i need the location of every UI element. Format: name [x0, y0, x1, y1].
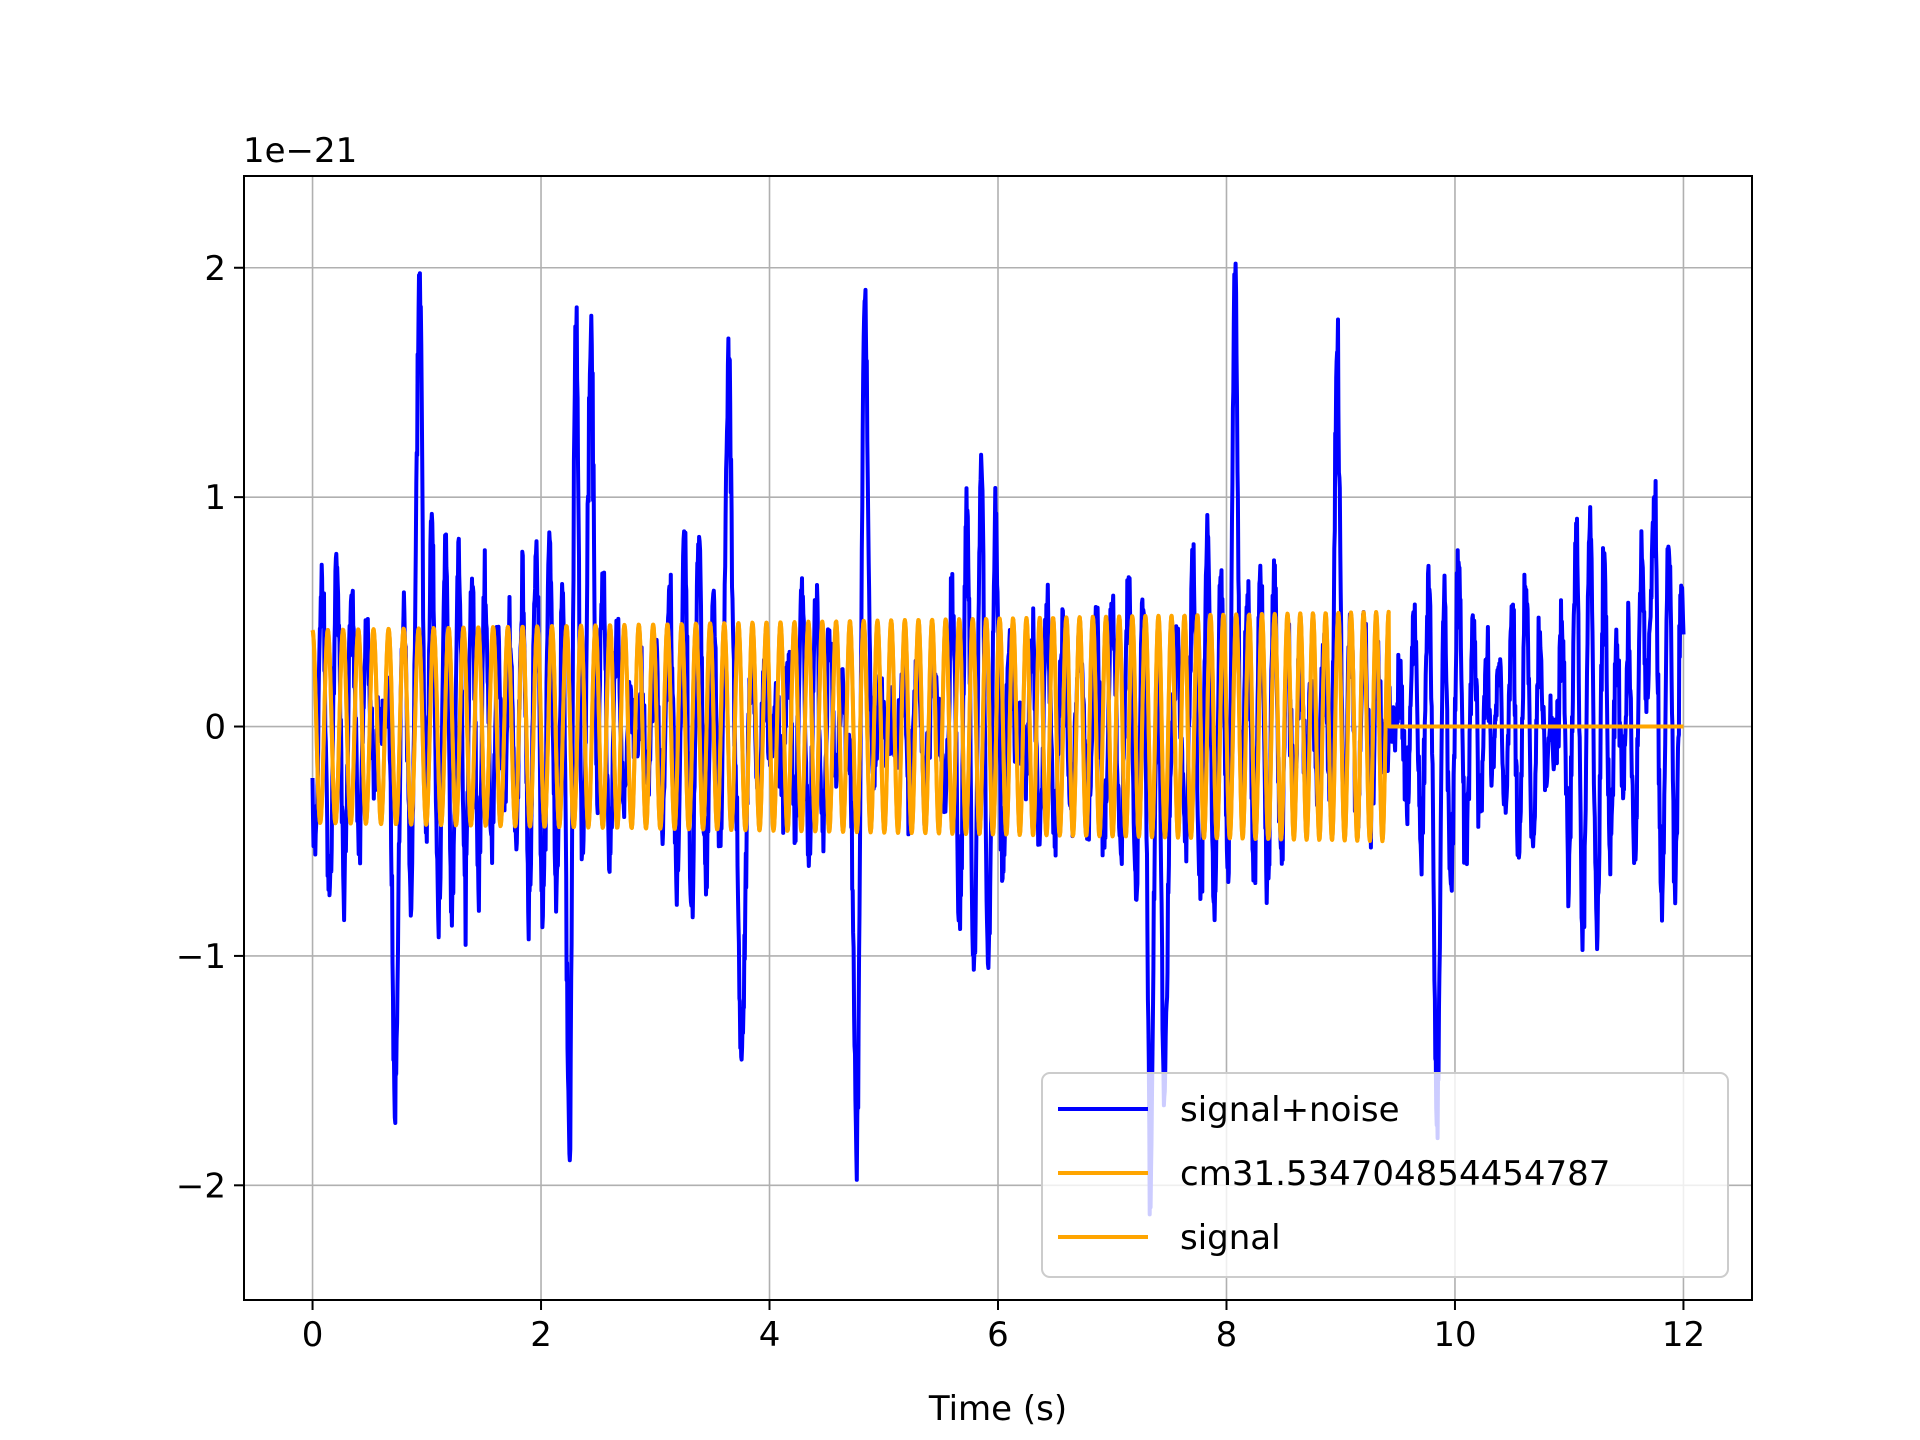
x-axis-label: Time (s) [928, 1389, 1067, 1429]
legend-label-cm: cm31.534704854454787 [1180, 1154, 1610, 1194]
x-tick-label: 10 [1433, 1315, 1476, 1355]
y-tick-label: −2 [176, 1166, 226, 1206]
x-tick-label: 12 [1662, 1315, 1705, 1355]
x-tick-label: 4 [759, 1315, 781, 1355]
legend-box [1041, 1072, 1729, 1278]
y-tick-label: 0 [204, 708, 226, 748]
legend: signal+noise cm31.534704854454787 signal [1041, 1072, 1729, 1278]
offset-label: 1e−21 [243, 131, 357, 171]
x-tick-label: 6 [987, 1315, 1009, 1355]
x-tick-label: 8 [1216, 1315, 1238, 1355]
x-axis: 0 2 4 6 8 10 12 [302, 1300, 1705, 1355]
y-axis: −2 −1 0 1 2 [176, 249, 244, 1206]
y-tick-label: −1 [176, 937, 226, 977]
series-cm [310, 610, 1391, 844]
series-lines [310, 261, 1686, 1217]
x-tick-label: 2 [530, 1315, 552, 1355]
legend-label-signal: signal [1180, 1218, 1281, 1258]
y-tick-label: 1 [204, 478, 226, 518]
legend-label-signal-noise: signal+noise [1180, 1090, 1400, 1130]
y-tick-label: 2 [204, 249, 226, 289]
x-tick-label: 0 [302, 1315, 324, 1355]
